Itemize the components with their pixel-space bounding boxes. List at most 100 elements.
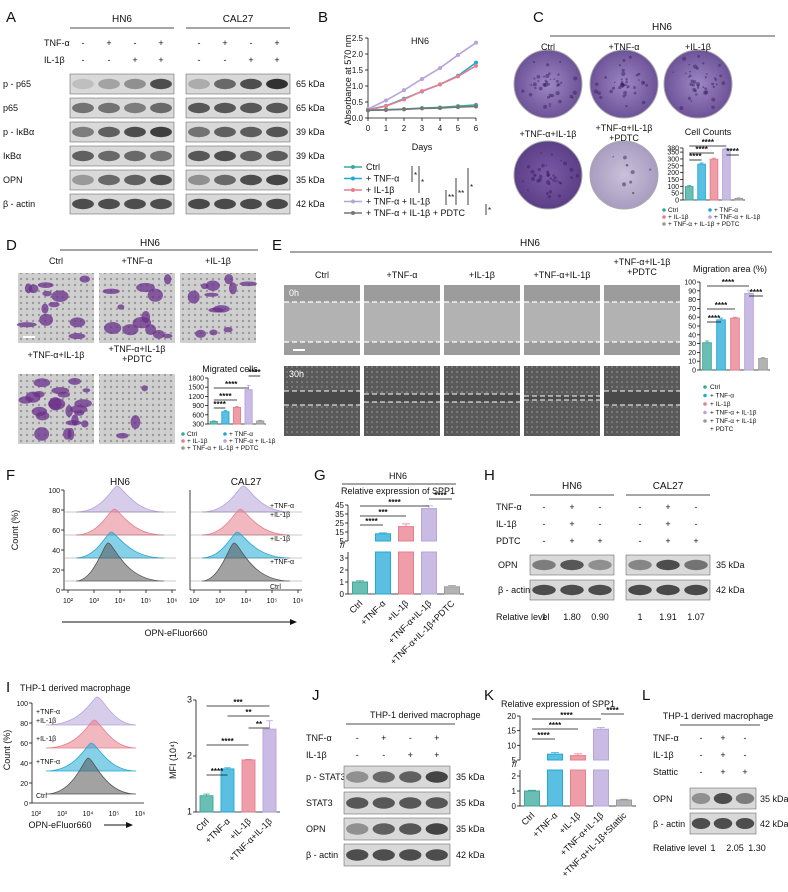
y-tick-label: 30 (688, 341, 696, 348)
colony (703, 90, 708, 95)
treatment-sign: - (543, 502, 546, 512)
transwell-image (18, 273, 94, 343)
y-axis-label: Count (%) (2, 730, 12, 771)
bar (256, 420, 265, 425)
sig-stars: ** (256, 720, 263, 729)
colony (559, 60, 562, 63)
colony (719, 74, 723, 78)
wound-gap (284, 391, 360, 405)
treatment-sign: + (665, 502, 670, 512)
blot-hn6-band (98, 150, 120, 162)
blot-hn6-band (98, 78, 120, 90)
colony (621, 182, 627, 187)
colony (593, 89, 599, 94)
legend-label: + TNF-α + IL-1β + PDTC (187, 445, 259, 452)
colony (622, 59, 626, 63)
cell-line-label: HN6 (652, 22, 672, 33)
blot-hn6-box (69, 169, 175, 191)
x-tick-label: 10⁵ (109, 811, 120, 818)
y-tick-label: 600 (192, 412, 204, 419)
legend-label: + TNF-α + IL-1β (714, 214, 761, 221)
blot-hn6-band (124, 150, 146, 162)
y-tick-label: 3 (187, 695, 192, 705)
colony (691, 83, 695, 87)
x-tick-label: 10⁴ (83, 811, 94, 818)
sig-stars: **** (365, 517, 378, 526)
y-tick-label: 250 (667, 163, 679, 170)
blot-cal27-band (266, 126, 288, 138)
x-arrow-head (126, 822, 133, 828)
blot-thp1-band (713, 793, 733, 804)
migrated-cell (195, 329, 207, 338)
blot-hn6-box (69, 121, 175, 143)
data-point (438, 66, 442, 71)
x-tick-label: 10² (63, 598, 74, 605)
bar (221, 411, 230, 425)
sig-stars: **** (213, 400, 226, 409)
time-label: 30h (289, 369, 304, 379)
protein-label: OPN (498, 560, 518, 570)
colony (536, 74, 541, 79)
migrated-cell (16, 322, 37, 328)
migrated-cell (116, 432, 129, 439)
plate-label: Ctrl (541, 42, 555, 52)
blot-cal27-band (214, 174, 236, 186)
kda-label: 35 kDa (716, 560, 745, 570)
histogram (75, 542, 165, 582)
y-tick-label: 70 (688, 306, 696, 313)
colony (547, 174, 550, 176)
colony (622, 83, 625, 86)
colony (689, 70, 692, 73)
colony (548, 72, 551, 75)
treatment-sign: - (700, 767, 703, 777)
histogram-label: +IL-1β (36, 736, 56, 743)
legend-marker (223, 439, 227, 443)
bar (241, 759, 256, 813)
bar (421, 551, 437, 595)
histogram (45, 742, 137, 772)
colony (629, 180, 633, 184)
colony (542, 82, 547, 87)
blot-hn6-box (69, 145, 175, 167)
image-label: +IL-1β (205, 256, 231, 266)
bar (444, 586, 460, 595)
axis-break: // (340, 540, 346, 550)
blot-hn6-band (532, 559, 556, 571)
blot-hn6-band (124, 126, 146, 138)
migrated-cell (147, 288, 163, 302)
y-tick-label: 300 (667, 156, 679, 163)
legend-label: + TNF-α + IL-1β + PDTC (366, 208, 465, 218)
colony (538, 86, 543, 91)
migrated-cell (81, 420, 89, 428)
relative-value: 1 (541, 612, 546, 622)
blot-hn6-band (72, 78, 94, 90)
blot-thp1-band (425, 771, 448, 783)
colony (625, 163, 629, 167)
legend-label: + IL-1β (710, 401, 731, 408)
histogram (45, 719, 137, 749)
protein-label: OPN (306, 824, 326, 834)
migrated-cell (67, 427, 75, 441)
x-tick-label: 4 (438, 124, 443, 133)
blot-cal27-band (684, 559, 708, 571)
bar (421, 508, 437, 542)
blot-thp1-band (346, 771, 369, 783)
treatment-sign: + (720, 750, 725, 760)
colony (611, 86, 616, 90)
blot-cal27-box (185, 145, 291, 167)
treatment-sign: - (599, 502, 602, 512)
bar (697, 163, 706, 201)
treatment-sign: + (132, 55, 137, 65)
x-tick-label: 10⁶ (135, 811, 146, 818)
colony (711, 82, 715, 86)
migrated-cell (31, 406, 48, 417)
bar (352, 581, 368, 595)
colony (689, 82, 693, 87)
blot-hn6-box (69, 73, 175, 95)
colony (555, 79, 559, 83)
cell-line-label: HN6 (112, 14, 132, 25)
colony (544, 79, 547, 82)
y-tick-label: 15 (507, 727, 516, 736)
chart-title: THP-1 derived macrophage (370, 710, 481, 720)
histogram-label: +TNF-α (270, 559, 294, 566)
